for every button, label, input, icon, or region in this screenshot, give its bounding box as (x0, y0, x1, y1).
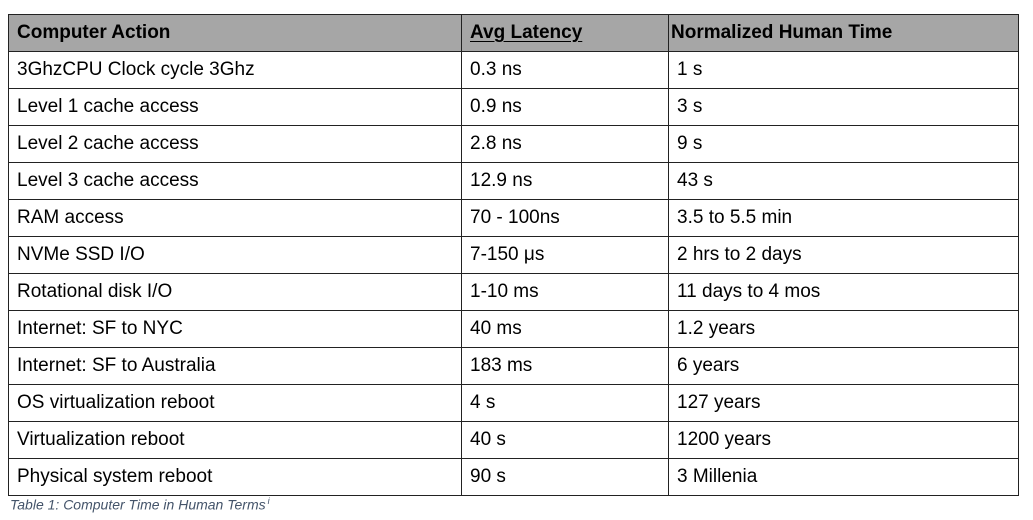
cell-action: Internet: SF to NYC (8, 310, 462, 348)
cell-human-time: 127 years (668, 384, 1019, 422)
latency-table-container: Computer Action Avg Latency Normalized H… (8, 14, 1019, 496)
table-row: OS virtualization reboot 4 s 127 years (8, 384, 1019, 422)
header-avg-latency-label: Avg Latency (470, 22, 583, 43)
table-caption: Table 1: Computer Time in Human Terms i (10, 496, 270, 513)
cell-action: Physical system reboot (8, 458, 462, 496)
table-row: Physical system reboot 90 s 3 Millenia (8, 458, 1019, 496)
cell-human-time: 3 Millenia (668, 458, 1019, 496)
cell-latency: 40 ms (461, 310, 669, 348)
cell-action: RAM access (8, 199, 462, 237)
cell-human-time: 1200 years (668, 421, 1019, 459)
table-row: NVMe SSD I/O 7-150 μs 2 hrs to 2 days (8, 236, 1019, 274)
cell-latency: 0.9 ns (461, 88, 669, 126)
cell-action: 3GhzCPU Clock cycle 3Ghz (8, 51, 462, 89)
cell-action: Internet: SF to Australia (8, 347, 462, 385)
table-row: Level 1 cache access 0.9 ns 3 s (8, 88, 1019, 126)
table-row: RAM access 70 - 100ns 3.5 to 5.5 min (8, 199, 1019, 237)
cell-action: Rotational disk I/O (8, 273, 462, 311)
cell-human-time: 3.5 to 5.5 min (668, 199, 1019, 237)
cell-latency: 70 - 100ns (461, 199, 669, 237)
cell-latency: 12.9 ns (461, 162, 669, 200)
cell-human-time: 2 hrs to 2 days (668, 236, 1019, 274)
table-row: Internet: SF to Australia 183 ms 6 years (8, 347, 1019, 385)
table-row: Rotational disk I/O 1-10 ms 11 days to 4… (8, 273, 1019, 311)
header-avg-latency: Avg Latency (461, 14, 669, 52)
cell-latency: 7-150 μs (461, 236, 669, 274)
cell-human-time: 3 s (668, 88, 1019, 126)
cell-human-time: 6 years (668, 347, 1019, 385)
cell-action: Level 2 cache access (8, 125, 462, 163)
table-caption-text: Table 1: Computer Time in Human Terms (10, 496, 266, 513)
table-row: 3GhzCPU Clock cycle 3Ghz 0.3 ns 1 s (8, 51, 1019, 89)
header-computer-action: Computer Action (8, 14, 462, 52)
cell-human-time: 43 s (668, 162, 1019, 200)
cell-latency: 2.8 ns (461, 125, 669, 163)
cell-latency: 4 s (461, 384, 669, 422)
table-row: Level 3 cache access 12.9 ns 43 s (8, 162, 1019, 200)
endnote-marker: i (267, 496, 270, 506)
table-row: Internet: SF to NYC 40 ms 1.2 years (8, 310, 1019, 348)
cell-human-time: 1.2 years (668, 310, 1019, 348)
cell-action: Level 3 cache access (8, 162, 462, 200)
cell-action: NVMe SSD I/O (8, 236, 462, 274)
header-normalized-human-time: Normalized Human Time (668, 14, 1019, 52)
cell-latency: 1-10 ms (461, 273, 669, 311)
cell-latency: 183 ms (461, 347, 669, 385)
cell-action: OS virtualization reboot (8, 384, 462, 422)
cell-human-time: 1 s (668, 51, 1019, 89)
cell-latency: 40 s (461, 421, 669, 459)
cell-latency: 90 s (461, 458, 669, 496)
table-row: Virtualization reboot 40 s 1200 years (8, 421, 1019, 459)
cell-human-time: 9 s (668, 125, 1019, 163)
table-row: Level 2 cache access 2.8 ns 9 s (8, 125, 1019, 163)
table-header-row: Computer Action Avg Latency Normalized H… (8, 14, 1019, 52)
latency-table: Computer Action Avg Latency Normalized H… (8, 14, 1019, 496)
cell-action: Level 1 cache access (8, 88, 462, 126)
cell-human-time: 11 days to 4 mos (668, 273, 1019, 311)
cell-action: Virtualization reboot (8, 421, 462, 459)
cell-latency: 0.3 ns (461, 51, 669, 89)
